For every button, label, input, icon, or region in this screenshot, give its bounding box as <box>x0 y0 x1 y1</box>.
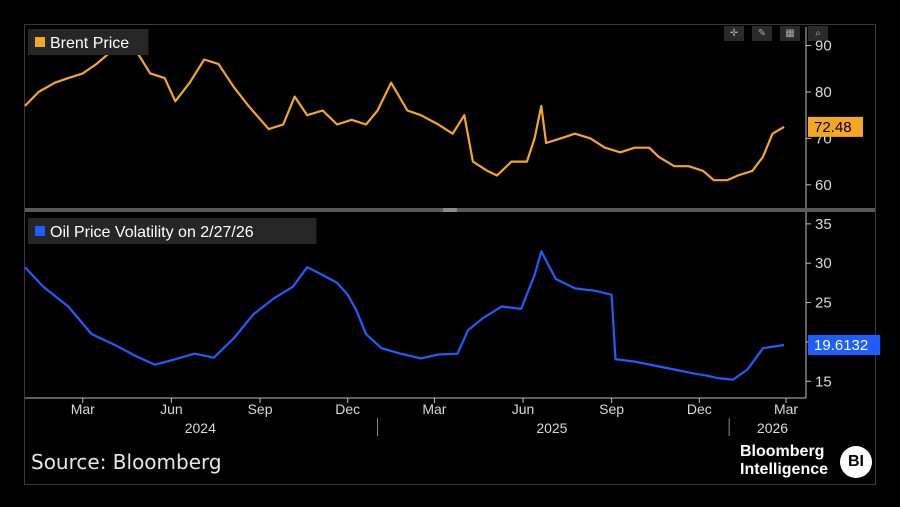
bloomberg-intelligence-logo: Bloomberg Intelligence <box>740 443 828 479</box>
y-tick-label: 60 <box>815 177 832 194</box>
chart-frame <box>24 24 876 485</box>
x-tick-label: Mar <box>774 401 798 417</box>
last-value-badge <box>808 116 863 137</box>
x-tick-label: Jun <box>512 401 535 417</box>
bi-logo-badge: BI <box>840 446 872 478</box>
last-value-badge <box>808 334 881 355</box>
legend-swatch <box>35 226 45 236</box>
y-tick-label: 15 <box>815 373 832 390</box>
pencil-icon[interactable]: ✎ <box>752 26 772 41</box>
x-tick-label: Mar <box>422 401 446 417</box>
x-tick-label: Sep <box>248 401 273 417</box>
last-value-label: 19.6132 <box>814 337 868 354</box>
legend-swatch <box>35 37 45 47</box>
x-tick-label: Sep <box>599 401 624 417</box>
y-tick-label: 80 <box>815 84 832 101</box>
logo-line-2: Intelligence <box>740 461 829 478</box>
last-value-label: 72.48 <box>814 119 852 136</box>
source-note: Source: Bloomberg <box>31 450 222 474</box>
y-tick-label: 30 <box>815 255 832 272</box>
legend-label: Brent Price <box>50 35 129 52</box>
series-line-0 <box>24 39 785 182</box>
x-tick-label: Dec <box>335 401 360 417</box>
series-line-1 <box>24 250 785 381</box>
y-tick-label: 35 <box>815 216 832 233</box>
magnifier-icon[interactable]: ⌕ <box>808 26 828 41</box>
panel-divider-handle <box>443 208 457 212</box>
legend-box <box>28 29 149 55</box>
x-tick-label: Mar <box>71 401 95 417</box>
x-year-label: 2024 <box>185 420 216 436</box>
x-tick-label: Dec <box>687 401 712 417</box>
legend-label: Oil Price Volatility on 2/27/26 <box>50 224 254 241</box>
x-tick-label: Jun <box>160 401 183 417</box>
y-tick-label: 90 <box>815 38 832 55</box>
crosshair-icon[interactable]: ✛ <box>724 26 744 41</box>
grid-icon[interactable]: ▦ <box>780 26 800 41</box>
legend-box <box>28 218 317 244</box>
y-tick-label: 25 <box>815 295 832 312</box>
logo-line-1: Bloomberg <box>740 443 825 460</box>
x-year-label: 2025 <box>536 420 567 436</box>
x-year-label: 2026 <box>757 420 788 436</box>
